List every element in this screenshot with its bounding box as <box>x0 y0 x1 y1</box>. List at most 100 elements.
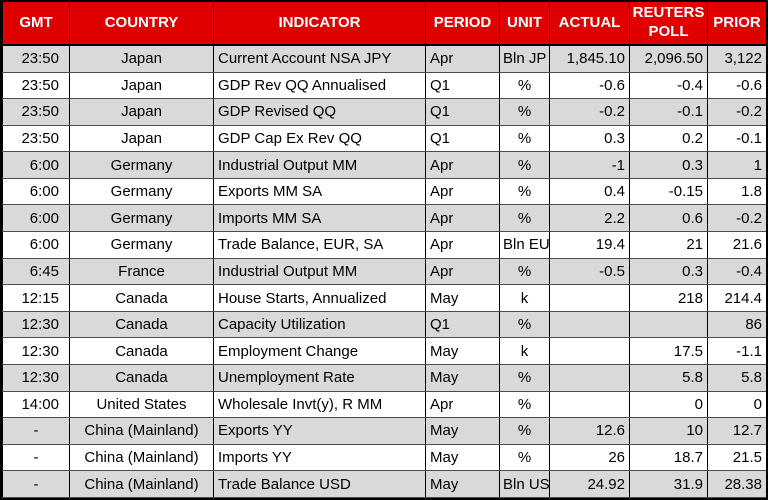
cell-country: United States <box>69 390 214 419</box>
cell-gmt: 6:45 <box>2 257 70 286</box>
cell-period: Apr <box>425 231 500 259</box>
table-row: 23:50 Japan GDP Revised QQ Q1% -0.2 -0.1 -0.2 <box>2 98 766 126</box>
cell-prior: 12.7 <box>707 417 766 445</box>
cell-actual <box>549 310 630 339</box>
table-row: 12:30 Canada Employment Change May k 17.5 -1.1 <box>2 337 766 365</box>
cell-period: May <box>425 417 500 445</box>
table-row: 23:50 Japan GDP Cap Ex Rev QQ Q1% 0.3 0.2 -0.1 <box>2 124 766 153</box>
cell-unit: Bln JP <box>499 44 550 73</box>
cell-country: Canada <box>69 337 214 365</box>
cell-period: May <box>425 470 500 498</box>
cell-actual: -1 <box>549 151 630 179</box>
cell-country: Germany <box>69 231 214 259</box>
header-row: GMT COUNTRY INDICATOR PERIOD UNIT ACTUAL… <box>2 2 766 46</box>
column-header-prior: PRIOR <box>707 2 766 46</box>
cell-actual <box>549 363 630 392</box>
cell-period: May <box>425 337 500 365</box>
cell-indicator: Wholesale Invt(y), R MM <box>213 390 426 419</box>
cell-prior: 21.5 <box>707 443 766 472</box>
cell-period: May <box>425 363 500 392</box>
cell-actual <box>549 284 630 312</box>
cell-prior: 28.38 <box>707 470 766 498</box>
cell-actual: 24.92 <box>549 470 630 498</box>
cell-period: Apr <box>425 177 500 206</box>
cell-gmt: 6:00 <box>2 151 70 179</box>
cell-indicator: Capacity Utilization <box>213 310 426 339</box>
cell-prior: -0.2 <box>707 98 766 126</box>
cell-prior: -0.6 <box>707 71 766 100</box>
cell-prior: -0.1 <box>707 124 766 153</box>
cell-actual: -0.5 <box>549 257 630 286</box>
cell-gmt: 23:50 <box>2 44 70 73</box>
cell-gmt: 6:00 <box>2 204 70 233</box>
cell-prior: 214.4 <box>707 284 766 312</box>
cell-unit: % <box>499 98 550 126</box>
table-body: 23:50 Japan Current Account NSA JPY Apr Bln … <box>2 44 766 498</box>
cell-prior: -1.1 <box>707 337 766 365</box>
cell-country: Japan <box>69 124 214 153</box>
cell-indicator: Exports MM SA <box>213 177 426 206</box>
table-row: 6:00 Germany Exports MM SA Apr% 0.4 -0.15 1.8 <box>2 177 766 206</box>
column-header-actual: ACTUAL <box>549 2 630 46</box>
cell-actual: 12.6 <box>549 417 630 445</box>
cell-prior: 1 <box>707 151 766 179</box>
cell-actual: 0.4 <box>549 177 630 206</box>
table-row: 23:50 Japan Current Account NSA JPY Apr Bln … <box>2 44 766 73</box>
cell-indicator: Current Account NSA JPY <box>213 44 426 73</box>
cell-actual: -0.6 <box>549 71 630 100</box>
column-header-indicator: INDICATOR <box>213 2 426 46</box>
cell-poll: 0.2 <box>629 124 708 153</box>
table-row: 12:15 Canada House Starts, Annualized May k 2… <box>2 284 766 312</box>
cell-indicator: Imports MM SA <box>213 204 426 233</box>
cell-period: Apr <box>425 390 500 419</box>
cell-poll: 0.3 <box>629 257 708 286</box>
cell-prior: 1.8 <box>707 177 766 206</box>
cell-indicator: Imports YY <box>213 443 426 472</box>
cell-poll: 21 <box>629 231 708 259</box>
cell-actual <box>549 390 630 419</box>
cell-indicator: Industrial Output MM <box>213 257 426 286</box>
cell-gmt: - <box>2 470 70 498</box>
cell-indicator: GDP Revised QQ <box>213 98 426 126</box>
column-header-period: PERIOD <box>425 2 500 46</box>
cell-prior: 21.6 <box>707 231 766 259</box>
cell-country: Canada <box>69 363 214 392</box>
cell-country: Japan <box>69 98 214 126</box>
cell-prior: 5.8 <box>707 363 766 392</box>
cell-period: Q1 <box>425 71 500 100</box>
cell-actual <box>549 337 630 365</box>
cell-prior: -0.4 <box>707 257 766 286</box>
table-row: 6:00 Germany Trade Balance, EUR, SA Apr Bln … <box>2 231 766 259</box>
cell-gmt: 6:00 <box>2 177 70 206</box>
cell-gmt: 12:30 <box>2 310 70 339</box>
cell-period: Q1 <box>425 310 500 339</box>
cell-unit: % <box>499 204 550 233</box>
cell-indicator: Trade Balance, EUR, SA <box>213 231 426 259</box>
cell-period: Q1 <box>425 124 500 153</box>
table-row: 12:30 Canada Capacity Utilization Q1% 86 <box>2 310 766 339</box>
table-row: - China (Mainland) Imports YY May% 26 18.7 21.… <box>2 443 766 472</box>
cell-poll: 0.3 <box>629 151 708 179</box>
cell-prior: -0.2 <box>707 204 766 233</box>
cell-country: China (Mainland) <box>69 417 214 445</box>
cell-gmt: 23:50 <box>2 71 70 100</box>
cell-indicator: GDP Rev QQ Annualised <box>213 71 426 100</box>
cell-country: Japan <box>69 71 214 100</box>
cell-unit: Bln US <box>499 470 550 498</box>
cell-country: China (Mainland) <box>69 470 214 498</box>
column-header-gmt: GMT <box>2 2 70 46</box>
cell-poll: 2,096.50 <box>629 44 708 73</box>
cell-gmt: 23:50 <box>2 124 70 153</box>
cell-poll: 218 <box>629 284 708 312</box>
cell-unit: % <box>499 124 550 153</box>
table-row: 6:45 France Industrial Output MM Apr% -0.5 0.… <box>2 257 766 286</box>
table-row: 6:00 Germany Imports MM SA Apr% 2.2 0.6 -0.2 <box>2 204 766 233</box>
cell-poll: 31.9 <box>629 470 708 498</box>
cell-indicator: Trade Balance USD <box>213 470 426 498</box>
cell-actual: -0.2 <box>549 98 630 126</box>
cell-indicator: Industrial Output MM <box>213 151 426 179</box>
table-row: - China (Mainland) Trade Balance USD May Bln… <box>2 470 766 498</box>
cell-period: May <box>425 284 500 312</box>
cell-poll: 5.8 <box>629 363 708 392</box>
